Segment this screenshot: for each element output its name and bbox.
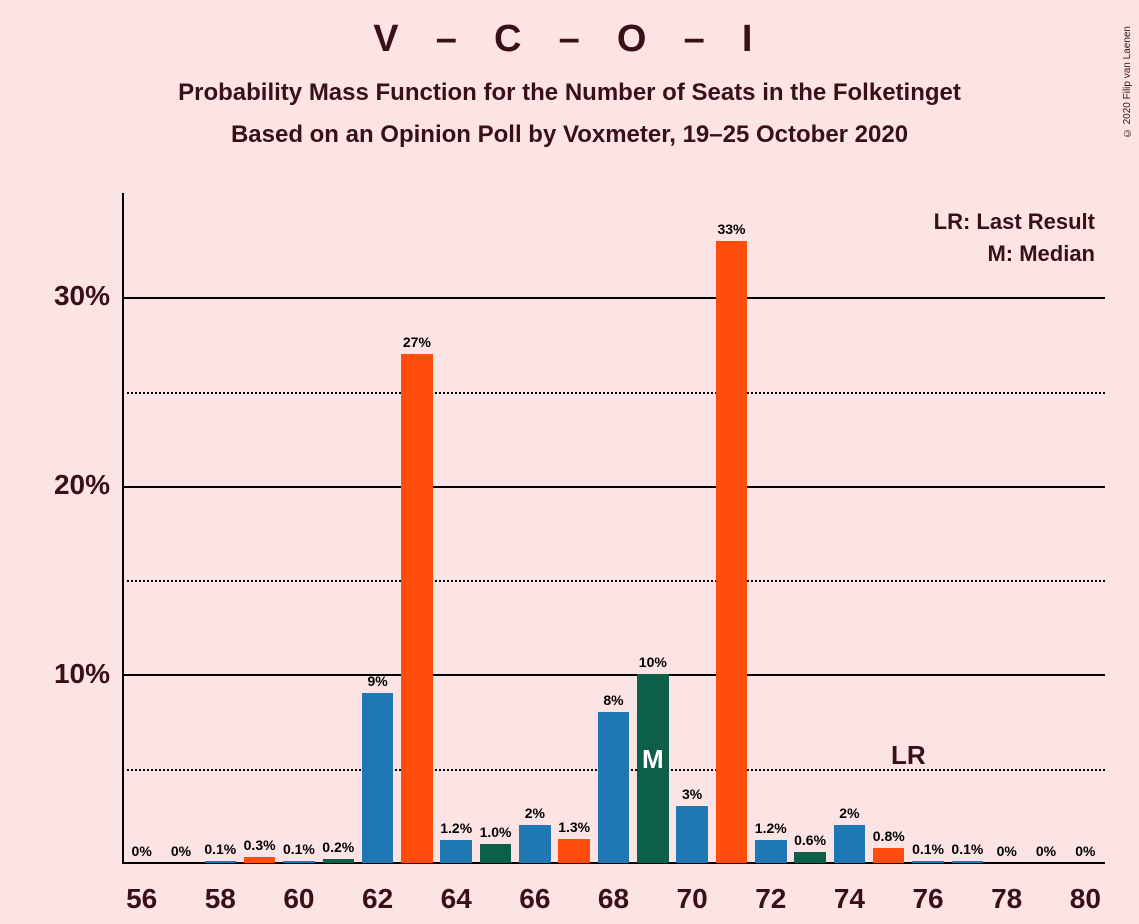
bar-value-label: 33%: [706, 221, 756, 237]
chart-title: V – C – O – I: [0, 18, 1139, 61]
grid-major: [122, 674, 1105, 676]
y-tick-label: 10%: [30, 658, 110, 690]
bar: [952, 861, 983, 863]
median-marker: M: [633, 744, 673, 775]
chart-subtitle-1: Probability Mass Function for the Number…: [0, 79, 1139, 107]
bar: [676, 806, 707, 863]
x-tick-label: 60: [269, 883, 329, 915]
bar: [519, 825, 550, 863]
x-tick-label: 66: [505, 883, 565, 915]
grid-minor: [122, 392, 1105, 394]
bar-value-label: 2%: [824, 805, 874, 821]
grid-minor: [122, 580, 1105, 582]
x-tick-label: 80: [1055, 883, 1115, 915]
y-axis: [122, 193, 124, 863]
bar: [205, 861, 236, 863]
bar-value-label: 9%: [353, 673, 403, 689]
plot-area: 10%20%30%565860626466687072747678800%0%0…: [122, 203, 1105, 863]
bar: [244, 857, 275, 863]
bar-value-label: 0.6%: [785, 832, 835, 848]
x-tick-label: 58: [190, 883, 250, 915]
bar: [716, 241, 747, 863]
legend-m: M: Median: [987, 241, 1095, 267]
x-tick-label: 72: [741, 883, 801, 915]
x-tick-label: 56: [112, 883, 172, 915]
bar: [598, 712, 629, 863]
x-tick-label: 64: [426, 883, 486, 915]
bar-value-label: 8%: [589, 692, 639, 708]
bar: [362, 693, 393, 863]
bar: [283, 861, 314, 863]
grid-major: [122, 486, 1105, 488]
bar: [401, 354, 432, 863]
x-tick-label: 78: [977, 883, 1037, 915]
bar-value-label: 1.3%: [549, 819, 599, 835]
y-tick-label: 20%: [30, 469, 110, 501]
x-tick-label: 70: [662, 883, 722, 915]
x-tick-label: 74: [819, 883, 879, 915]
bar-value-label: 1.0%: [471, 824, 521, 840]
legend-lr: LR: Last Result: [934, 209, 1095, 235]
bar: [558, 839, 589, 864]
bar: [912, 861, 943, 863]
x-tick-label: 76: [898, 883, 958, 915]
bar: [755, 840, 786, 863]
bar-value-label: 0.2%: [313, 839, 363, 855]
bar: [834, 825, 865, 863]
copyright-text: © 2020 Filip van Laenen: [1122, 26, 1133, 138]
bar: [323, 859, 354, 863]
bar: [440, 840, 471, 863]
bar-value-label: 27%: [392, 334, 442, 350]
bar: [794, 852, 825, 863]
bar: [480, 844, 511, 863]
bar: [873, 848, 904, 863]
last-result-marker: LR: [878, 740, 938, 771]
bar-value-label: 10%: [628, 654, 678, 670]
chart-subtitle-2: Based on an Opinion Poll by Voxmeter, 19…: [0, 121, 1139, 149]
y-tick-label: 30%: [30, 280, 110, 312]
x-tick-label: 68: [584, 883, 644, 915]
bar-value-label: 3%: [667, 786, 717, 802]
x-tick-label: 62: [348, 883, 408, 915]
grid-major: [122, 297, 1105, 299]
bar-value-label: 0%: [1060, 843, 1110, 859]
